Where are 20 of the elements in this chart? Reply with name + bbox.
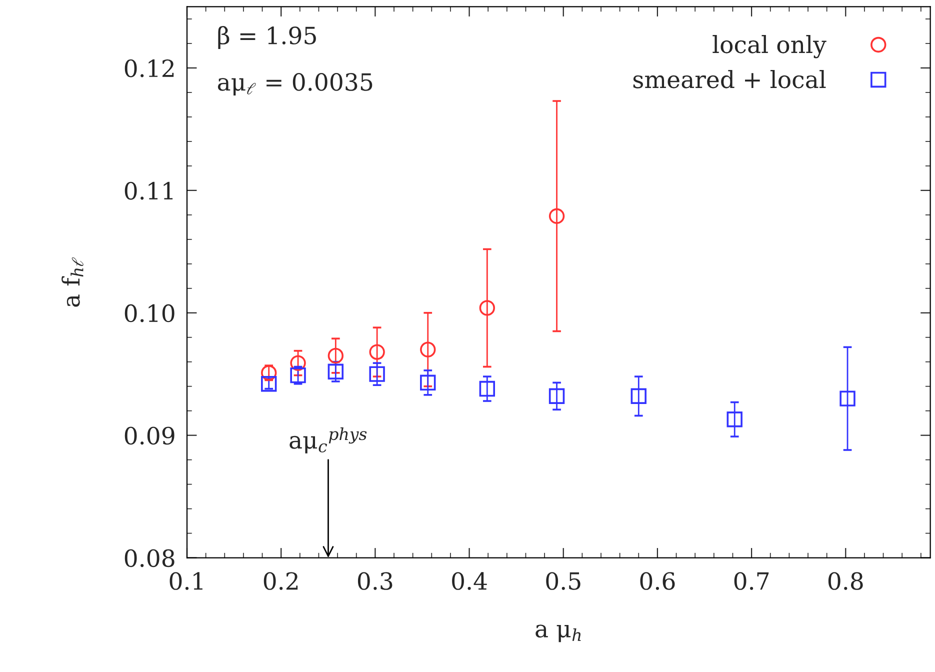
y-axis-title: a f$_{hℓ}$ xyxy=(62,257,84,307)
x-tick-label: 0.4 xyxy=(452,572,487,590)
x-tick-label: 0.8 xyxy=(828,572,863,590)
x-tick-label: 0.1 xyxy=(170,572,202,590)
y-tick-label: 0.08 xyxy=(124,549,174,568)
x-tick-label: 0.2 xyxy=(264,572,298,590)
x-tick-label: 0.7 xyxy=(734,572,769,590)
x-tick-label: 0.6 xyxy=(640,572,675,590)
x-tick-label: 0.3 xyxy=(358,572,392,590)
y-tick-label: 0.12 xyxy=(124,59,174,78)
annotation: aμ$_{c}$$^{phys}$ xyxy=(290,427,367,454)
x-axis-title: a μ$_{h}$ xyxy=(536,624,581,642)
annotation: β = 1.95 xyxy=(218,26,316,49)
y-tick-label: 0.10 xyxy=(124,304,174,322)
legend-label: local only xyxy=(712,35,826,58)
annotation: aμ$_{ℓ}$ = 0.0035 xyxy=(218,73,372,96)
y-tick-label: 0.09 xyxy=(124,426,174,445)
x-tick-label: 0.5 xyxy=(546,572,580,590)
legend-label: smeared + local xyxy=(633,70,826,88)
y-tick-label: 0.11 xyxy=(124,182,173,200)
